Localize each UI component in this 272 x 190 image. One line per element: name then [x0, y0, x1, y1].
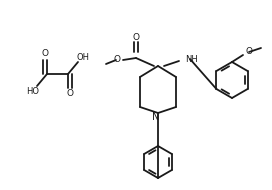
- Text: O: O: [42, 50, 48, 59]
- Text: O: O: [132, 32, 140, 41]
- Text: O: O: [113, 55, 120, 64]
- Text: OH: OH: [76, 52, 89, 62]
- Text: N: N: [152, 112, 160, 122]
- Text: O: O: [66, 89, 73, 98]
- Text: NH: NH: [185, 55, 198, 63]
- Text: O: O: [245, 48, 252, 56]
- Text: HO: HO: [26, 86, 39, 96]
